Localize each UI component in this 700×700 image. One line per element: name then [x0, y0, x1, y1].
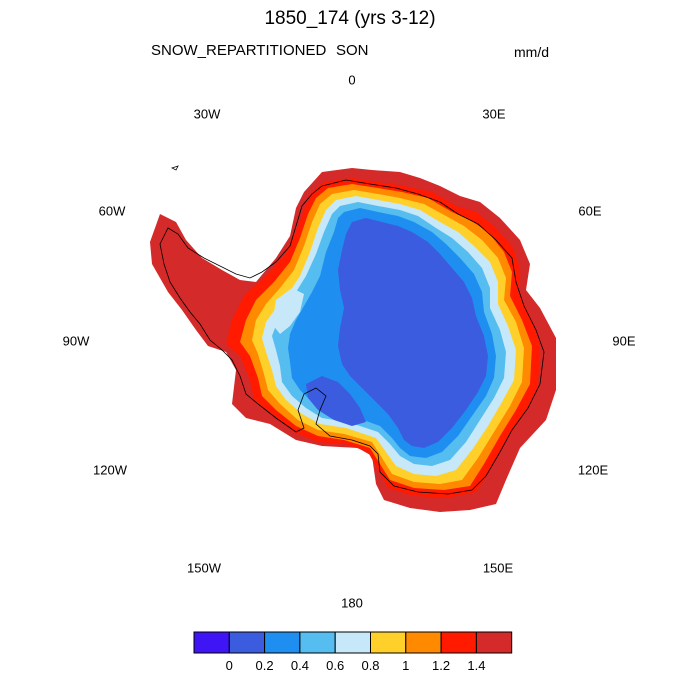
lon-label-60e: 60E	[578, 203, 602, 219]
weddell-region	[272, 288, 304, 334]
lon-label-120w: 120W	[93, 462, 127, 478]
colorbar-label: 0.8	[361, 658, 380, 673]
band-interior	[338, 218, 488, 448]
colorbar-label: 1.2	[432, 658, 451, 673]
island-outline	[170, 165, 179, 171]
variable-name: SNOW_REPARTITIONED	[151, 42, 327, 59]
lon-label-90w: 90W	[62, 333, 90, 349]
season-label: SON	[336, 42, 369, 59]
colorbar-label: 0	[225, 658, 233, 673]
ross-shelf-region	[306, 376, 366, 426]
colorbar-label: 1	[402, 658, 410, 673]
lon-label-180: 180	[341, 595, 363, 611]
lon-label-0: 0	[348, 72, 356, 88]
units-label: mm/d	[514, 44, 549, 60]
lon-label-150w: 150W	[187, 560, 221, 576]
lon-label-60w: 60W	[98, 203, 126, 219]
colorbar-label: 0.2	[255, 658, 274, 673]
lon-label-90e: 90E	[612, 333, 636, 349]
snow-field	[150, 168, 556, 512]
lon-label-30w: 30W	[193, 106, 221, 122]
coastline-path	[159, 179, 545, 495]
coastline	[159, 165, 545, 495]
lon-label-150e: 150E	[482, 560, 514, 576]
lon-label-120e: 120E	[577, 462, 609, 478]
lon-label-30e: 30E	[482, 106, 506, 122]
colorbar-label: 0.4	[290, 658, 309, 673]
colorbar-label: 0.6	[326, 658, 345, 673]
plot-title: 1850_174 (yrs 3-12)	[264, 8, 436, 29]
colorbar-label: 1.4	[467, 658, 486, 673]
